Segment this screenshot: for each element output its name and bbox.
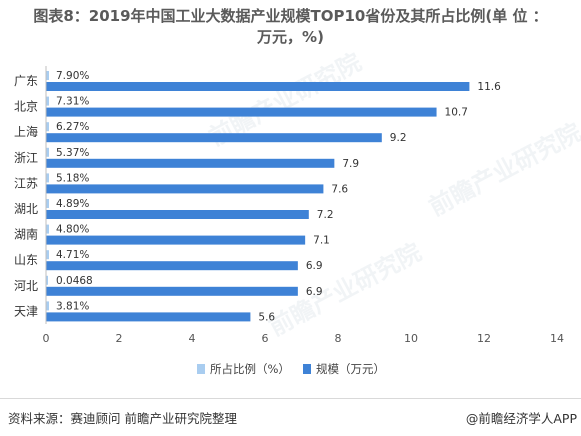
brand-label: @前瞻经济学人APP — [465, 411, 577, 426]
scale-data-label: 6.9 — [306, 286, 323, 298]
scale-data-label: 7.1 — [313, 235, 330, 247]
scale-data-label: 10.7 — [445, 107, 468, 119]
ratio-bar — [46, 275, 48, 285]
scale-data-label: 5.6 — [258, 311, 275, 323]
ratio-bar — [46, 96, 49, 106]
category-label: 湖北 — [14, 201, 38, 216]
ratio-data-label: 4.80% — [56, 224, 89, 236]
ratio-data-label: 5.37% — [56, 147, 89, 159]
ratio-data-label: 7.31% — [56, 96, 89, 108]
chart-title-line1: 图表8：2019年中国工业大数据产业规模TOP10省份及其所占比例(单 位 ： — [33, 7, 548, 25]
scale-data-label: 11.6 — [477, 81, 501, 93]
category-label: 江苏 — [14, 176, 38, 190]
ratio-data-label: 4.89% — [56, 198, 89, 210]
scale-bar — [46, 312, 251, 322]
x-tick-label: 0 — [43, 332, 50, 345]
category-label: 湖南 — [14, 227, 38, 242]
scale-bar — [46, 261, 298, 271]
category-label: 天津 — [14, 304, 38, 318]
category-label: 浙江 — [14, 151, 38, 165]
category-label: 北京 — [14, 100, 38, 114]
scale-data-label: 7.6 — [331, 183, 348, 195]
ratio-bar — [46, 173, 49, 183]
bar-chart: 广东 7.90% 11.6 北京 7.31% 10.7 上海 6.27% 9.2 浙江 5.37% 7… — [14, 66, 564, 376]
scale-bar — [46, 133, 382, 143]
x-tick-label: 8 — [335, 332, 342, 345]
scale-bar — [46, 286, 298, 296]
x-tick-label: 10 — [404, 332, 418, 345]
x-tick-label: 12 — [477, 332, 491, 345]
ratio-data-label: 6.27% — [56, 121, 89, 133]
ratio-bar — [46, 199, 49, 208]
scale-data-label: 7.2 — [317, 209, 334, 221]
ratio-data-label: 5.18% — [56, 172, 89, 184]
ratio-bar — [46, 250, 49, 260]
x-tick-label: 4 — [189, 332, 196, 345]
ratio-bar — [46, 71, 49, 80]
scale-bar — [46, 184, 324, 194]
ratio-bar — [46, 224, 49, 234]
ratio-data-label: 3.81% — [56, 300, 89, 312]
ratio-bar — [46, 301, 49, 311]
x-tick-label: 14 — [550, 332, 564, 345]
scale-data-label: 7.9 — [342, 158, 359, 170]
scale-bar — [46, 235, 306, 245]
source-note: 资料来源：赛迪顾问 前瞻产业研究院整理 — [8, 411, 237, 426]
scale-bar — [46, 210, 309, 219]
category-label: 河北 — [14, 279, 38, 293]
scale-bar — [46, 82, 470, 91]
legend-swatch-scale — [303, 364, 311, 374]
scale-data-label: 6.9 — [306, 260, 323, 272]
ratio-data-label: 0.0468 — [56, 275, 93, 287]
scale-data-label: 9.2 — [390, 132, 407, 144]
scale-bar — [46, 158, 335, 168]
ratio-data-label: 7.90% — [56, 70, 89, 82]
ratio-data-label: 4.71% — [56, 249, 89, 261]
chart-title: 图表8：2019年中国工业大数据产业规模TOP10省份及其所占比例(单 位 ： … — [0, 6, 581, 48]
legend-swatch-ratio — [197, 364, 205, 374]
x-tick-label: 2 — [116, 332, 123, 345]
category-label: 山东 — [14, 253, 38, 267]
ratio-bar — [46, 147, 49, 157]
footer: 资料来源：赛迪顾问 前瞻产业研究院整理 @前瞻经济学人APP — [0, 398, 581, 436]
category-label: 广东 — [14, 74, 38, 88]
category-label: 上海 — [14, 124, 38, 139]
scale-bar — [46, 107, 437, 117]
chart-title-line2: 万元，%) — [257, 28, 324, 46]
legend-label-scale: 规模（万元） — [316, 362, 385, 376]
x-tick-label: 6 — [262, 332, 269, 345]
legend-label-ratio: 所占比例（%） — [210, 362, 290, 376]
ratio-bar — [46, 122, 49, 132]
